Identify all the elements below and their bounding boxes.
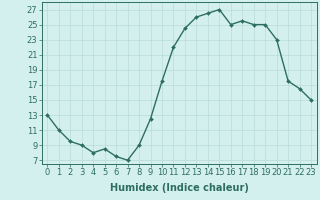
X-axis label: Humidex (Indice chaleur): Humidex (Indice chaleur) bbox=[110, 183, 249, 193]
